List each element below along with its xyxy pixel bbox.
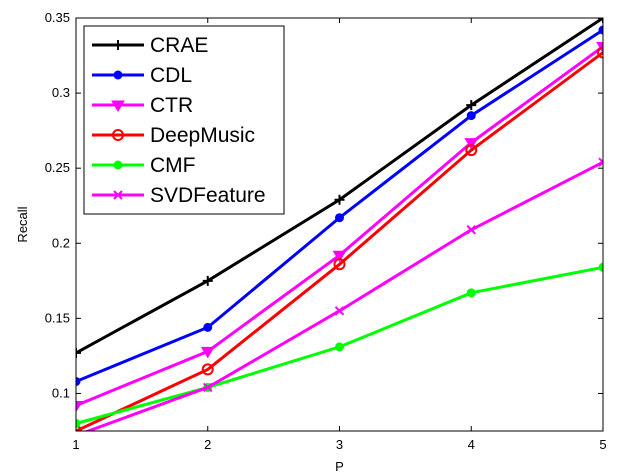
data-point-ctr [464, 138, 479, 150]
data-point-crae [334, 194, 345, 205]
legend-label-ctr: CTR [150, 94, 193, 117]
data-point-cmf [335, 342, 344, 352]
data-point-deepmusic [201, 363, 214, 376]
legend-marker-cdl [113, 70, 123, 80]
legend-marker-deepmusic [112, 129, 124, 141]
axis-ticks: 1 2 3 4 5 0.1 0.15 0.2 0.25 0.3 0.35 [45, 10, 607, 452]
data-point-ctr [332, 250, 347, 263]
x-tick-label: 5 [599, 437, 606, 452]
legend-marker-crae [113, 40, 123, 50]
y-tick-label: 0.1 [52, 385, 70, 400]
y-tick-label: 0.35 [45, 10, 70, 25]
data-point-crae [466, 100, 477, 111]
data-point-cdl [598, 25, 603, 35]
y-axis-label: Recall [15, 206, 30, 242]
legend-label-cmf: CMF [150, 154, 196, 177]
data-point-svdfeature [598, 157, 603, 167]
legend-marker-ctr [111, 100, 125, 112]
data-point-crae [76, 347, 81, 358]
series-line-deepmusic [76, 51, 603, 431]
data-point-svdfeature [203, 382, 213, 393]
data-point-cdl [76, 376, 81, 386]
legend: CRAE CDL CTR DeepMusic CMF SVDFeature [83, 25, 285, 215]
y-tick-label: 0.15 [45, 310, 70, 325]
plot-area [76, 18, 603, 431]
data-point-ctr [76, 400, 83, 413]
data-point-deepmusic [333, 258, 346, 271]
data-point-cmf [76, 418, 81, 428]
data-point-cdl [335, 213, 344, 223]
series-cmf [76, 262, 603, 428]
series-deepmusic [76, 46, 603, 431]
data-point-cmf [598, 262, 603, 272]
x-tick-label: 1 [72, 437, 79, 452]
data-point-deepmusic [597, 46, 603, 59]
x-tick-label: 2 [204, 437, 211, 452]
data-point-cdl [203, 322, 213, 332]
legend-marker-cmf [113, 160, 123, 170]
legend-label-crae: CRAE [150, 34, 208, 57]
data-point-ctr [200, 346, 215, 359]
x-tick-label: 4 [468, 437, 475, 452]
legend-marker-svdfeature [113, 190, 123, 200]
legend-label-deepmusic: DeepMusic [150, 124, 255, 147]
legend-label-svdfeature: SVDFeature [150, 184, 266, 207]
x-axis-label: P [335, 459, 344, 474]
y-tick-label: 0.3 [52, 85, 70, 100]
data-point-cmf [466, 288, 476, 298]
legend-box [83, 25, 285, 215]
data-point-deepmusic [465, 144, 478, 157]
series-crae [76, 18, 603, 358]
data-point-crae [202, 275, 213, 286]
x-tick-label: 3 [336, 437, 343, 452]
data-point-cdl [466, 111, 476, 121]
y-tick-label: 0.25 [45, 160, 70, 175]
legend-label-cdl: CDL [150, 64, 192, 87]
data-point-svdfeature [334, 306, 345, 316]
series-cdl [76, 25, 603, 386]
y-tick-label: 0.2 [52, 235, 70, 250]
data-point-svdfeature [466, 225, 476, 235]
series-svdfeature [79, 157, 603, 431]
